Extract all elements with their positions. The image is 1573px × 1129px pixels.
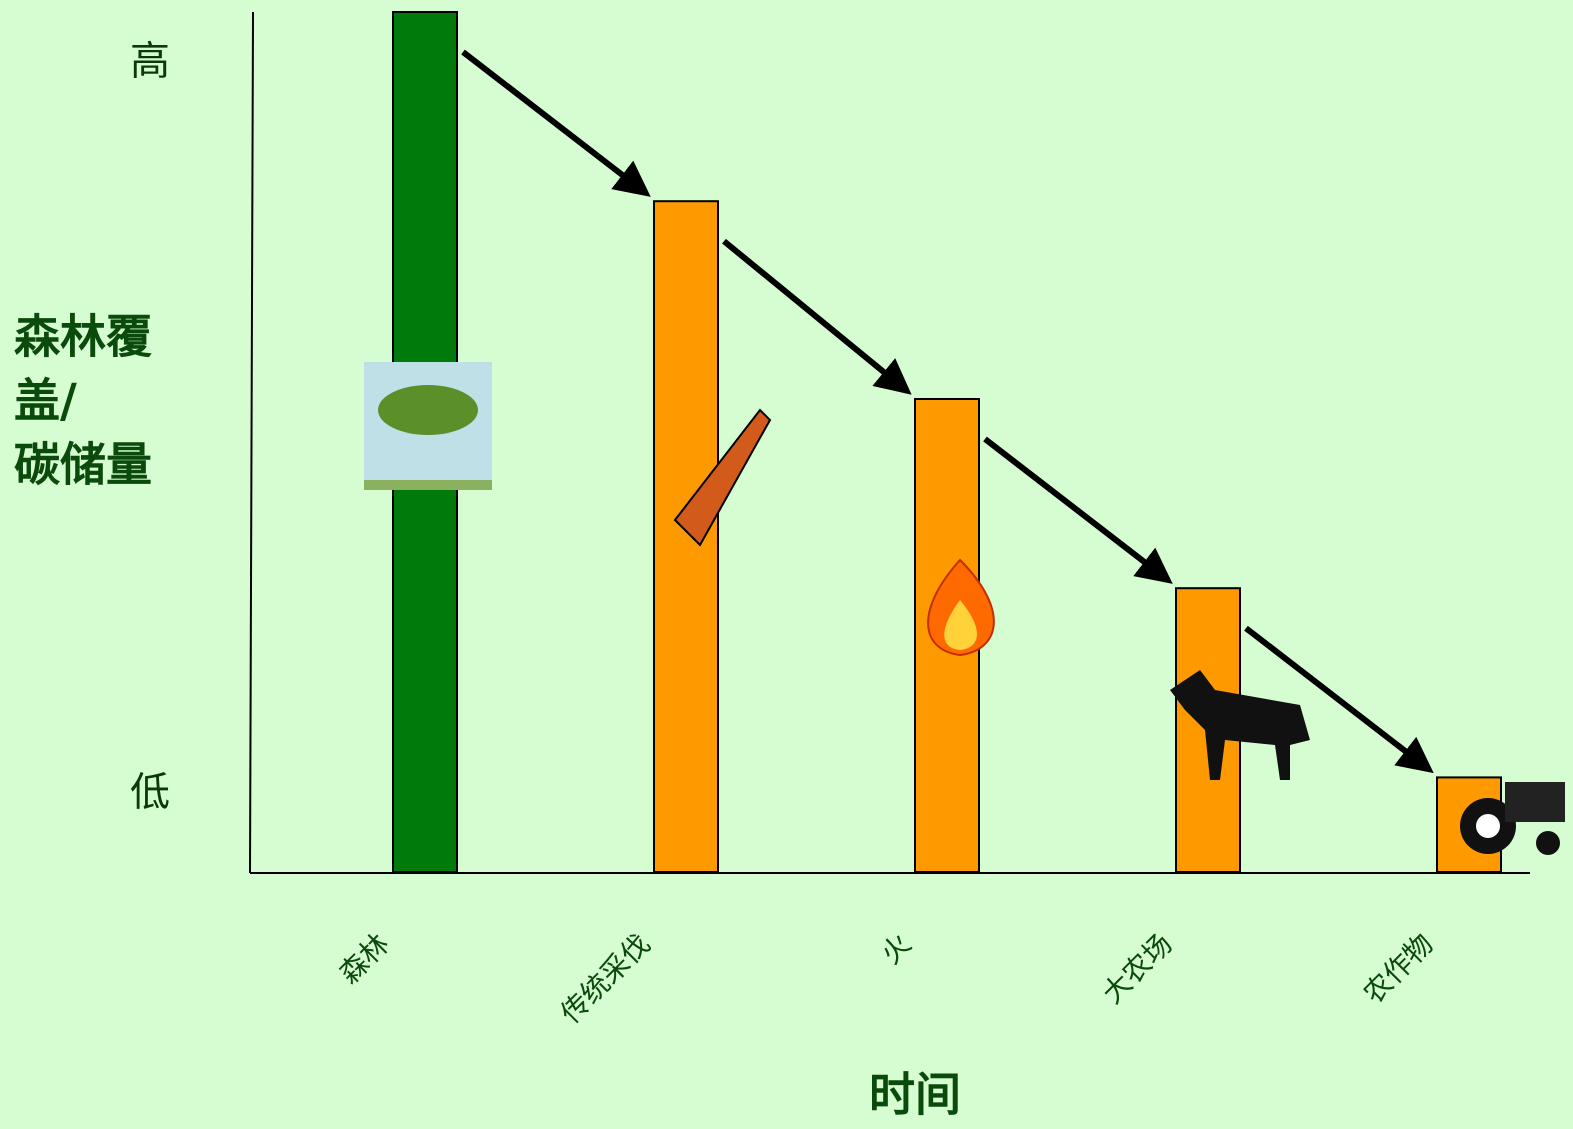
tractor-body <box>1505 782 1565 822</box>
tree-crown <box>378 385 478 435</box>
x-tick-label: 大农场 <box>1096 927 1179 1010</box>
y-axis <box>250 12 253 873</box>
y-axis-label: 盖/ <box>14 374 77 428</box>
trend-arrow <box>463 52 646 193</box>
y-axis-label: 森林覆 <box>14 310 152 364</box>
y-tick-label: 高 <box>130 39 170 85</box>
y-axis-label: 碳储量 <box>14 438 152 492</box>
ground <box>364 480 492 490</box>
tractor-hub <box>1476 814 1500 838</box>
x-axis-label: 时间 <box>869 1068 961 1122</box>
trend-arrow <box>1246 628 1429 769</box>
x-tick-label: 火 <box>874 927 917 970</box>
trend-arrow <box>724 241 907 391</box>
x-tick-label: 传统采伐 <box>554 927 657 1030</box>
chart: 时间 森林覆盖/碳储量 高低森林 传统采伐 火 大农场 农作物 <box>0 0 1573 1129</box>
x-tick-label: 农作物 <box>1357 927 1440 1010</box>
page: 时间 森林覆盖/碳储量高低森林传统采伐火大农场农作物 (() => { cons… <box>0 0 1573 1129</box>
bar <box>654 201 718 872</box>
x-tick-label: 森林 <box>333 927 396 990</box>
tractor-wheel-small <box>1536 831 1560 855</box>
y-tick-label: 低 <box>130 770 170 816</box>
trend-arrow <box>985 439 1168 580</box>
